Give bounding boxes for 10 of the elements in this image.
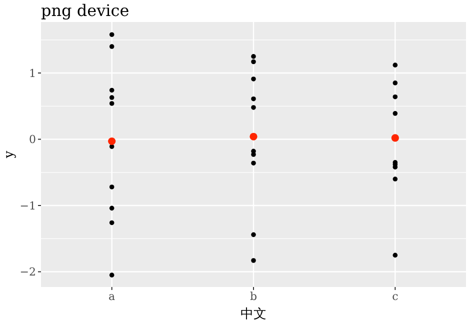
x-tick-label: a (108, 290, 116, 303)
y-tick-label: −2 (20, 266, 36, 279)
x-tick-label: b (250, 290, 258, 303)
y-tick-label: −1 (20, 199, 36, 212)
x-tick-label: c (392, 290, 398, 303)
y-tick-label: 0 (29, 133, 36, 146)
chart-title: png device (41, 1, 130, 20)
x-axis-title: 中文 (240, 307, 266, 322)
y-tick-label: 1 (29, 66, 36, 80)
y-axis-title: y (2, 150, 17, 160)
